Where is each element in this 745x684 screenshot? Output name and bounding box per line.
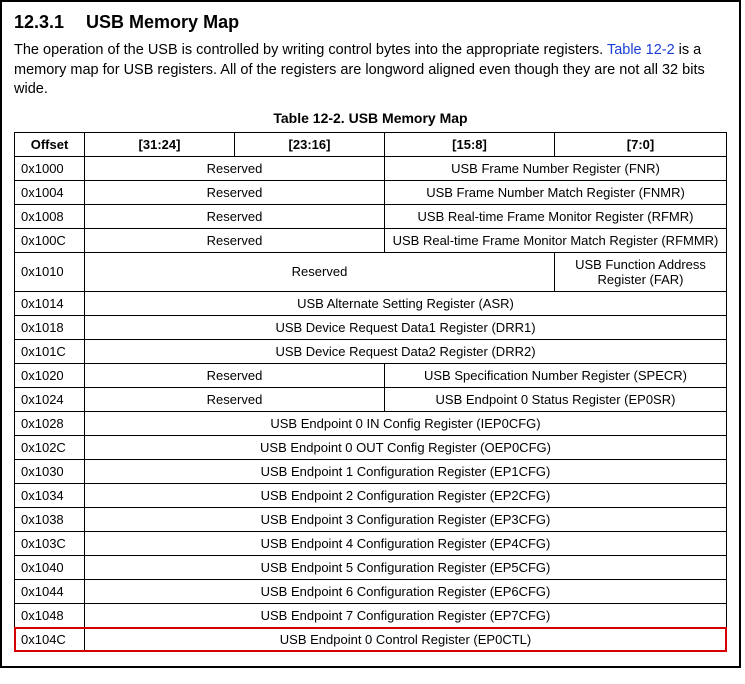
table-header: Offset [31:24] [23:16] [15:8] [7:0]	[15, 132, 727, 156]
offset-cell: 0x1048	[15, 603, 85, 627]
offset-cell: 0x1034	[15, 483, 85, 507]
table-row: 0x1010ReservedUSB Function Address Regis…	[15, 252, 727, 291]
col-bits-31-24: [31:24]	[85, 132, 235, 156]
register-cell: USB Frame Number Match Register (FNMR)	[385, 180, 727, 204]
offset-cell: 0x1028	[15, 411, 85, 435]
offset-cell: 0x1030	[15, 459, 85, 483]
register-cell: USB Specification Number Register (SPECR…	[385, 363, 727, 387]
register-cell: USB Endpoint 0 IN Config Register (IEP0C…	[85, 411, 727, 435]
document-page: 12.3.1 USB Memory Map The operation of th…	[0, 0, 741, 668]
register-cell: USB Endpoint 0 Status Register (EP0SR)	[385, 387, 727, 411]
register-cell: USB Device Request Data1 Register (DRR1)	[85, 315, 727, 339]
register-cell: Reserved	[85, 204, 385, 228]
col-bits-15-8: [15:8]	[385, 132, 555, 156]
register-cell: USB Endpoint 6 Configuration Register (E…	[85, 579, 727, 603]
table-body: 0x1000ReservedUSB Frame Number Register …	[15, 156, 727, 651]
register-cell: USB Frame Number Register (FNR)	[385, 156, 727, 180]
register-cell: USB Endpoint 0 Control Register (EP0CTL)	[85, 627, 727, 651]
table-row: 0x1048USB Endpoint 7 Configuration Regis…	[15, 603, 727, 627]
table-row: 0x1024ReservedUSB Endpoint 0 Status Regi…	[15, 387, 727, 411]
table-row: 0x1028USB Endpoint 0 IN Config Register …	[15, 411, 727, 435]
offset-cell: 0x1000	[15, 156, 85, 180]
register-cell: Reserved	[85, 180, 385, 204]
register-cell: USB Endpoint 3 Configuration Register (E…	[85, 507, 727, 531]
register-cell: Reserved	[85, 156, 385, 180]
table-row: 0x103CUSB Endpoint 4 Configuration Regis…	[15, 531, 727, 555]
register-cell: USB Endpoint 2 Configuration Register (E…	[85, 483, 727, 507]
register-cell: USB Real-time Frame Monitor Match Regist…	[385, 228, 727, 252]
paragraph-text-pre: The operation of the USB is controlled b…	[14, 42, 607, 58]
col-bits-23-16: [23:16]	[235, 132, 385, 156]
register-cell: USB Endpoint 4 Configuration Register (E…	[85, 531, 727, 555]
register-cell: USB Function Address Register (FAR)	[555, 252, 727, 291]
intro-paragraph: The operation of the USB is controlled b…	[14, 41, 727, 100]
offset-cell: 0x1044	[15, 579, 85, 603]
offset-cell: 0x1020	[15, 363, 85, 387]
offset-cell: 0x103C	[15, 531, 85, 555]
table-row: 0x1018USB Device Request Data1 Register …	[15, 315, 727, 339]
table-row: 0x1038USB Endpoint 3 Configuration Regis…	[15, 507, 727, 531]
table-caption: Table 12-2. USB Memory Map	[14, 110, 727, 126]
register-cell: USB Real-time Frame Monitor Register (RF…	[385, 204, 727, 228]
table-row: 0x100CReservedUSB Real-time Frame Monito…	[15, 228, 727, 252]
offset-cell: 0x1004	[15, 180, 85, 204]
table-row: 0x101CUSB Device Request Data2 Register …	[15, 339, 727, 363]
register-cell: USB Device Request Data2 Register (DRR2)	[85, 339, 727, 363]
memory-map-table: Offset [31:24] [23:16] [15:8] [7:0] 0x10…	[14, 132, 727, 652]
table-row: 0x1040USB Endpoint 5 Configuration Regis…	[15, 555, 727, 579]
table-row: 0x1014USB Alternate Setting Register (AS…	[15, 291, 727, 315]
table-cross-reference[interactable]: Table 12-2	[607, 42, 675, 58]
offset-cell: 0x1038	[15, 507, 85, 531]
table-row: 0x1008ReservedUSB Real-time Frame Monito…	[15, 204, 727, 228]
section-title: USB Memory Map	[86, 12, 239, 32]
register-cell: USB Endpoint 7 Configuration Register (E…	[85, 603, 727, 627]
register-cell: Reserved	[85, 228, 385, 252]
offset-cell: 0x101C	[15, 339, 85, 363]
offset-cell: 0x1008	[15, 204, 85, 228]
table-row: 0x1020ReservedUSB Specification Number R…	[15, 363, 727, 387]
offset-cell: 0x102C	[15, 435, 85, 459]
table-row: 0x1044USB Endpoint 6 Configuration Regis…	[15, 579, 727, 603]
section-number: 12.3.1	[14, 12, 64, 32]
offset-cell: 0x1024	[15, 387, 85, 411]
col-offset: Offset	[15, 132, 85, 156]
offset-cell: 0x1018	[15, 315, 85, 339]
table-row: 0x104CUSB Endpoint 0 Control Register (E…	[15, 627, 727, 651]
offset-cell: 0x1040	[15, 555, 85, 579]
table-row: 0x1034USB Endpoint 2 Configuration Regis…	[15, 483, 727, 507]
offset-cell: 0x1010	[15, 252, 85, 291]
offset-cell: 0x1014	[15, 291, 85, 315]
col-bits-7-0: [7:0]	[555, 132, 727, 156]
offset-cell: 0x100C	[15, 228, 85, 252]
register-cell: USB Endpoint 5 Configuration Register (E…	[85, 555, 727, 579]
register-cell: USB Alternate Setting Register (ASR)	[85, 291, 727, 315]
section-heading: 12.3.1 USB Memory Map	[14, 12, 727, 33]
register-cell: USB Endpoint 1 Configuration Register (E…	[85, 459, 727, 483]
table-row: 0x1004ReservedUSB Frame Number Match Reg…	[15, 180, 727, 204]
table-row: 0x102CUSB Endpoint 0 OUT Config Register…	[15, 435, 727, 459]
register-cell: Reserved	[85, 363, 385, 387]
table-row: 0x1030USB Endpoint 1 Configuration Regis…	[15, 459, 727, 483]
table-row: 0x1000ReservedUSB Frame Number Register …	[15, 156, 727, 180]
register-cell: USB Endpoint 0 OUT Config Register (OEP0…	[85, 435, 727, 459]
register-cell: Reserved	[85, 252, 555, 291]
offset-cell: 0x104C	[15, 627, 85, 651]
register-cell: Reserved	[85, 387, 385, 411]
